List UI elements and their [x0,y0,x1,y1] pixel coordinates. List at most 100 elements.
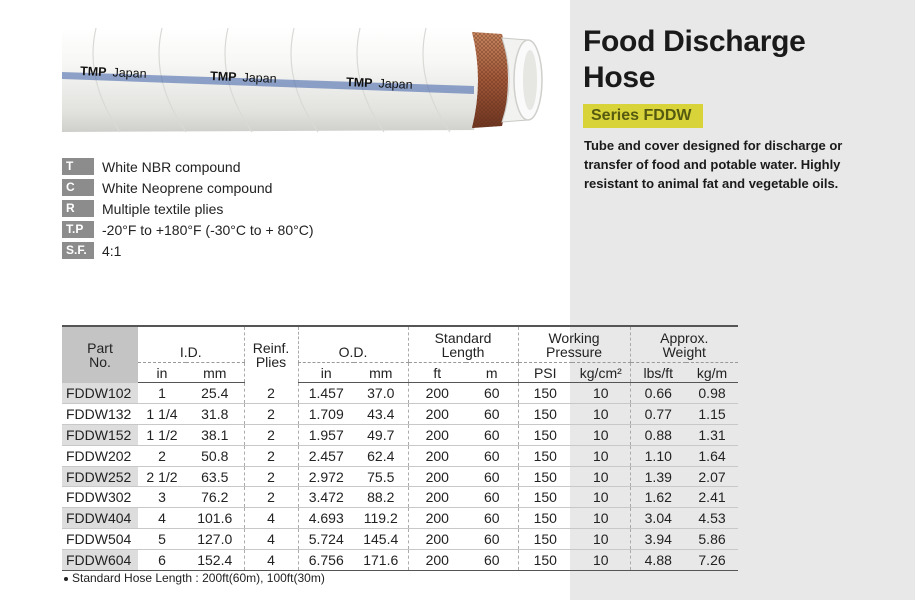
cell-id-in: 5 [138,528,186,551]
cell-psi: 150 [517,528,573,551]
cell-psi: 150 [517,549,573,572]
cell-len-m: 60 [466,466,519,488]
cell-len-ft: 200 [407,403,466,425]
table-row: FDDW132 1 1/4 31.8 2 1.709 43.4 200 60 150 10 0.77… [62,403,739,425]
cell-od-in: 6.756 [297,549,354,572]
cell-len-ft: 200 [407,528,466,551]
cell-kg-cm2: 10 [572,403,631,425]
header-id: I.D. [138,326,244,363]
cell-id-in: 6 [138,549,186,572]
brand-japan-1: Japan [112,65,147,80]
cell-id-in: 4 [138,507,186,530]
cell-plies: 4 [243,528,298,551]
subheader-lbs-ft: lbs/ft [629,362,687,383]
cell-len-m: 60 [466,445,519,467]
header-part-no: Part No. [62,326,138,383]
cell-kg-m: 1.15 [686,403,739,425]
cell-kg-cm2: 10 [572,424,631,446]
cell-len-m: 60 [466,528,519,551]
cell-lbs-ft: 1.62 [629,486,687,509]
cell-len-ft: 200 [407,424,466,446]
cell-plies: 2 [243,382,298,404]
cell-kg-cm2: 10 [572,507,631,530]
spec-text: White Neoprene compound [102,179,273,196]
cell-kg-cm2: 10 [572,466,631,488]
cell-len-ft: 200 [407,466,466,488]
cell-len-m: 60 [466,507,519,530]
spec-cover: C White Neoprene compound [62,177,313,198]
cell-id-mm: 31.8 [186,403,244,425]
table-row: FDDW152 1 1/2 38.1 2 1.957 49.7 200 60 150 10 0.88… [62,424,739,446]
cell-lbs-ft: 3.04 [629,507,687,530]
subheader-id-mm: mm [186,362,244,383]
spec-reinforcement: R Multiple textile plies [62,198,313,219]
cell-kg-cm2: 10 [572,486,631,509]
cell-lbs-ft: 3.94 [629,528,687,551]
header-working-pressure: Working Pressure [517,326,631,363]
subheader-kg-cm2: kg/cm² [572,362,631,383]
table-header-row: Part No. I.D. Reinf. Plies O.D. Standard Le… [62,326,739,383]
cell-kg-cm2: 10 [572,549,631,572]
cell-part: FDDW404 [62,507,138,530]
spec-code-badge: T.P [62,221,94,238]
brand-tmp-3: TMP [346,75,373,90]
cell-len-ft: 200 [407,445,466,467]
cell-od-mm: 62.4 [354,445,408,467]
cell-plies: 2 [243,424,298,446]
cell-psi: 150 [517,507,573,530]
cell-psi: 150 [517,382,573,404]
cell-od-mm: 171.6 [354,549,408,572]
cell-part: FDDW252 [62,466,138,488]
cell-plies: 2 [243,445,298,467]
cell-psi: 150 [517,403,573,425]
spec-text: 4:1 [102,242,122,259]
cell-lbs-ft: 0.66 [629,382,687,404]
brand-tmp-2: TMP [210,69,237,84]
cell-kg-m: 5.86 [686,528,739,551]
spec-code-badge: S.F. [62,242,94,259]
footnote: Standard Hose Length : 200ft(60m), 100ft… [64,571,325,585]
cell-kg-m: 4.53 [686,507,739,530]
cell-part: FDDW504 [62,528,138,551]
header-reinf-plies: Reinf. Plies [243,326,298,383]
table-row: FDDW102 1 25.4 2 1.457 37.0 200 60 150 10 0.66 0.98 [62,382,739,404]
cell-id-mm: 76.2 [186,486,244,509]
cell-kg-m: 2.07 [686,466,739,488]
cell-od-mm: 88.2 [354,486,408,509]
cell-id-mm: 127.0 [186,528,244,551]
cell-od-mm: 75.5 [354,466,408,488]
cell-od-in: 4.693 [297,507,354,530]
spec-code-badge: T [62,158,94,175]
cell-part: FDDW132 [62,403,138,425]
cell-kg-m: 0.98 [686,382,739,404]
cell-part: FDDW102 [62,382,138,404]
footnote-text: Standard Hose Length : 200ft(60m), 100ft… [72,571,325,585]
cell-id-mm: 25.4 [186,382,244,404]
spec-safety-factor: S.F. 4:1 [62,240,313,261]
cell-plies: 2 [243,486,298,509]
cell-od-in: 5.724 [297,528,354,551]
cell-psi: 150 [517,466,573,488]
brand-japan-3: Japan [378,76,413,91]
cell-od-mm: 119.2 [354,507,408,530]
table-row: FDDW302 3 76.2 2 3.472 88.2 200 60 150 10 1.62 2.41 [62,486,739,509]
hose-illustration: TMP Japan TMP Japan TMP Japan [62,28,543,133]
cell-id-mm: 50.8 [186,445,244,467]
cell-id-in: 2 [138,445,186,467]
subheader-id-in: in [138,362,186,383]
brand-tmp-1: TMP [80,64,107,79]
cell-len-m: 60 [466,382,519,404]
cell-id-mm: 63.5 [186,466,244,488]
spec-text: -20°F to +180°F (-30°C to + 80°C) [102,221,314,238]
cell-len-m: 60 [466,549,519,572]
cell-od-mm: 49.7 [354,424,408,446]
subheader-od-in: in [297,362,354,383]
cell-id-mm: 38.1 [186,424,244,446]
cell-len-m: 60 [466,403,519,425]
cell-part: FDDW202 [62,445,138,467]
cell-od-mm: 37.0 [354,382,408,404]
cell-id-in: 1 1/2 [138,424,186,446]
product-description: Tube and cover designed for discharge or… [584,138,843,191]
cell-part: FDDW302 [62,486,138,509]
